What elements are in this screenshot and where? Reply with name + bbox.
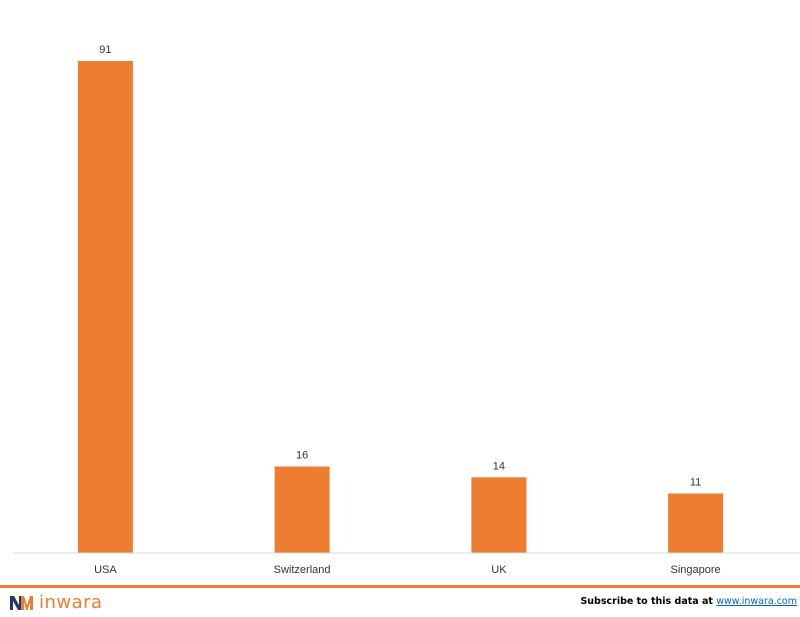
brand-logo: inwara [10,592,103,614]
chart-area: 91 16 14 11 USA Switzerland UK Singapore [13,44,800,576]
bar-uk [471,477,527,553]
bar-switzerland [274,466,330,553]
brand-name: inwara [39,592,103,613]
x-tick-label-usa: USA [94,564,117,576]
data-labels-group: 91 16 14 11 [99,44,701,489]
bar-usa [77,61,133,553]
data-label-uk: 14 [493,460,505,472]
tick-labels-group: USA Switzerland UK Singapore [94,564,721,576]
x-tick-label-switzerland: Switzerland [274,564,331,576]
subscribe-label: Subscribe to this data at [580,596,717,607]
x-tick-label-singapore: Singapore [671,564,721,576]
data-label-singapore: 11 [690,477,701,489]
bar-chart: 91 16 14 11 USA Switzerland UK Singapore [13,44,800,576]
bar-singapore [668,493,724,553]
data-label-usa: 91 [99,44,111,56]
subscribe-text: Subscribe to this data at www.inwara.com [580,596,797,607]
bars-group [77,61,724,553]
footer: inwara Subscribe to this data at www.inw… [0,588,800,617]
data-label-switzerland: 16 [296,450,308,462]
subscribe-link[interactable]: www.inwara.com [716,596,797,607]
x-tick-label-uk: UK [491,564,507,576]
footer-divider [0,585,800,588]
inwara-logo-icon [10,596,33,610]
